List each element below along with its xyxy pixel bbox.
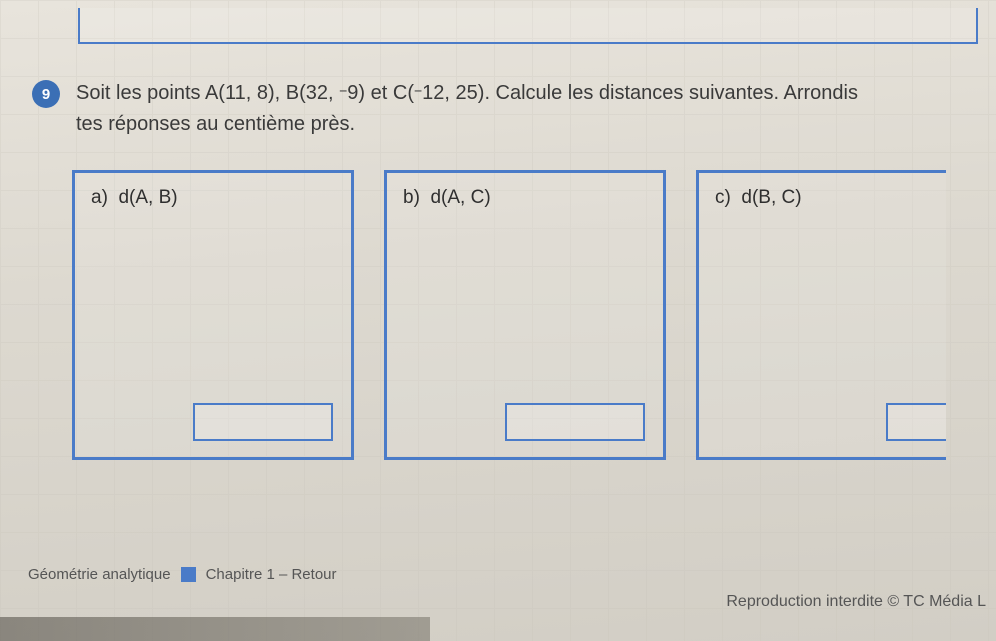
question-number-badge: 9 (32, 80, 60, 108)
answer-field-c[interactable] (886, 403, 946, 441)
q-line1-a: Soit les points A(11, 8), B(32, (76, 82, 339, 104)
part-b-label: b) d(A, C) (403, 187, 647, 209)
part-expression: d(B, C) (741, 187, 801, 208)
part-c-label: c) d(B, C) (715, 187, 930, 209)
answer-box-b: b) d(A, C) (384, 170, 666, 460)
footer-reproduction: Reproduction interdite © TC Média L (726, 593, 986, 611)
question-row: 9 Soit les points A(11, 8), B(32, −9) et… (32, 78, 996, 140)
negative-sign-icon: − (414, 83, 422, 99)
footer-subject: Géométrie analytique (28, 566, 171, 583)
answer-box-c: c) d(B, C) (696, 170, 946, 460)
footer-left: Géométrie analytique Chapitre 1 – Retour (28, 566, 996, 583)
q-line1-b: 9) et C( (347, 82, 414, 104)
question-text: Soit les points A(11, 8), B(32, −9) et C… (76, 78, 858, 140)
q-line2: tes réponses au centième près. (76, 113, 355, 135)
part-expression: d(A, C) (430, 187, 490, 208)
answer-boxes-row: a) d(A, B) b) d(A, C) c) d(B, C) (72, 170, 996, 460)
question-number: 9 (42, 86, 50, 103)
page-surface: 9 Soit les points A(11, 8), B(32, −9) et… (0, 0, 996, 641)
previous-answer-box (78, 8, 978, 44)
part-expression: d(A, B) (118, 187, 177, 208)
q-line1-c: 12, 25). Calcule les distances suivantes… (422, 82, 858, 104)
part-letter: c) (715, 187, 731, 208)
answer-field-b[interactable] (505, 403, 645, 441)
answer-field-a[interactable] (193, 403, 333, 441)
square-bullet-icon (181, 567, 196, 582)
part-letter: b) (403, 187, 420, 208)
footer-chapter: Chapitre 1 – Retour (206, 566, 337, 583)
page-edge-shadow (0, 617, 430, 641)
part-a-label: a) d(A, B) (91, 187, 335, 209)
part-letter: a) (91, 187, 108, 208)
answer-box-a: a) d(A, B) (72, 170, 354, 460)
